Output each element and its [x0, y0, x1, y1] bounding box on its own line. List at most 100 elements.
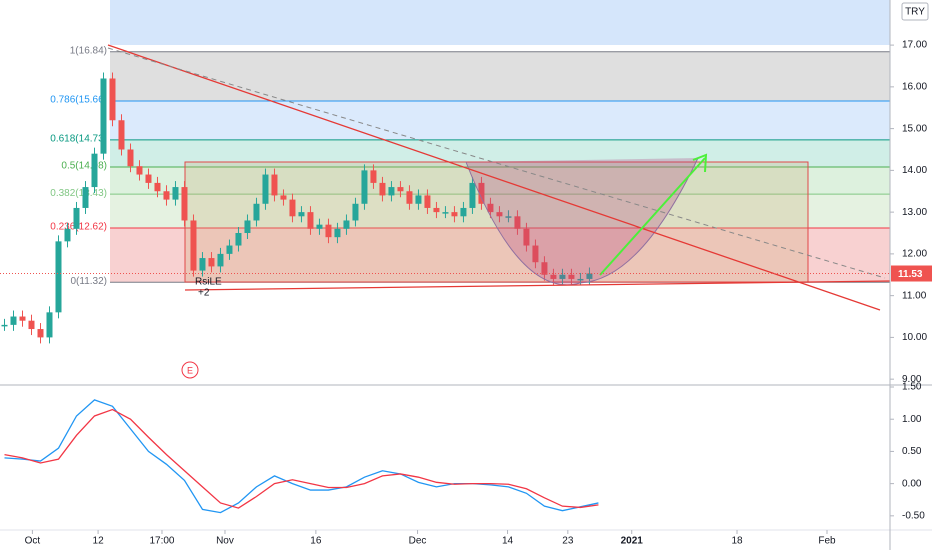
- x-tick-label: Nov: [216, 536, 234, 547]
- fib-band: [110, 101, 890, 140]
- fib-label: 0.5(14.08): [61, 161, 107, 172]
- candle: [244, 220, 251, 234]
- candle: [505, 216, 512, 218]
- y-tick-label: 10.00: [902, 332, 927, 343]
- candle: [154, 182, 161, 192]
- candle: [1, 324, 8, 327]
- candle: [514, 216, 521, 229]
- fib-label: 0(11.32): [70, 276, 107, 287]
- candle: [307, 212, 314, 229]
- annotation: E: [187, 365, 193, 375]
- x-tick-label: 17:00: [149, 536, 174, 547]
- macd-line: [4, 399, 599, 514]
- arrow-head: [692, 153, 708, 173]
- candle: [190, 220, 197, 271]
- fib-label: 0.786(15.66): [50, 95, 107, 106]
- y-tick-label: 12.00: [902, 249, 927, 260]
- candle: [460, 207, 467, 217]
- candle: [217, 253, 224, 267]
- candle: [262, 174, 269, 204]
- candle: [199, 258, 206, 271]
- y-tick-label: 14.00: [902, 165, 927, 176]
- x-tick-label: Oct: [25, 536, 41, 547]
- fib-band: [110, 194, 890, 228]
- macd-y-tick-label: 1.50: [902, 382, 922, 393]
- macd-pane: 1.50 1.00 0.50 0.00 -0.50: [4, 382, 925, 521]
- candle: [298, 212, 305, 217]
- candle: [37, 329, 44, 338]
- currency-box: [901, 2, 929, 21]
- y-tick-label: 15.00: [902, 123, 927, 134]
- x-tick-label: 2021: [621, 536, 644, 547]
- candle: [280, 195, 287, 200]
- candle: [271, 174, 278, 196]
- candle: [388, 187, 395, 196]
- candle: [289, 199, 296, 217]
- y-tick-label: 16.00: [902, 81, 927, 92]
- event-marker[interactable]: [181, 361, 199, 379]
- candle: [226, 245, 233, 254]
- cup-shape: [465, 157, 699, 286]
- candle: [172, 187, 179, 200]
- candle: [181, 187, 188, 221]
- candle: [442, 212, 449, 214]
- candle: [136, 166, 143, 175]
- candle: [415, 195, 422, 204]
- dashed-trend: [107, 47, 886, 279]
- x-tick-label: 12: [93, 536, 105, 547]
- last-price: 11.53: [898, 269, 923, 280]
- candle: [343, 220, 350, 229]
- candle: [559, 274, 566, 279]
- candle: [163, 191, 170, 200]
- fib-label: 0.382(13.43): [50, 188, 107, 199]
- candle: [577, 278, 584, 281]
- fib-top-band: [110, 0, 890, 45]
- candle: [208, 258, 215, 267]
- x-tick-label: Feb: [818, 536, 836, 547]
- candle: [46, 312, 53, 338]
- y-tick-label: 9.00: [902, 374, 922, 385]
- support-line: [184, 280, 891, 291]
- candle: [100, 78, 107, 154]
- candle: [361, 170, 368, 204]
- candle: [496, 212, 503, 217]
- candle: [10, 316, 17, 325]
- candle: [523, 228, 530, 246]
- y-tick-label: 13.00: [902, 207, 927, 218]
- candle: [487, 203, 494, 213]
- last-price-box: [891, 265, 932, 282]
- candle: [424, 195, 431, 208]
- candle: [73, 207, 80, 229]
- candle: [127, 149, 134, 167]
- annotation: +2: [198, 288, 210, 299]
- x-tick-label: 16: [310, 536, 322, 547]
- candle: [532, 245, 539, 263]
- axes: 9.00 10.00 11.00 12.00 13.00 14.00 15.00 16.00 1…: [0, 40, 932, 547]
- fib-band: [110, 167, 890, 195]
- candle: [451, 212, 458, 217]
- candle: [325, 224, 332, 238]
- x-tick-label: 23: [562, 536, 574, 547]
- fib-label: 1(16.84): [70, 45, 107, 56]
- y-tick-label: 11.00: [902, 290, 927, 301]
- candle: [469, 182, 476, 208]
- candle: [55, 241, 62, 313]
- macd-y-tick-label: 0.50: [902, 446, 922, 457]
- candle: [541, 262, 548, 275]
- fib-band: [110, 51, 890, 102]
- candle: [397, 187, 404, 192]
- x-tick-label: 14: [502, 536, 514, 547]
- candle: [406, 191, 413, 204]
- currency: TRY: [905, 7, 925, 18]
- candle: [478, 182, 485, 204]
- macd-y-tick-label: 1.00: [902, 414, 922, 425]
- candle: [19, 316, 26, 321]
- candle: [235, 233, 242, 246]
- candle: [118, 120, 125, 150]
- candle: [64, 228, 71, 242]
- candle: [316, 224, 323, 229]
- fib-band: [110, 139, 890, 168]
- channel-box: [184, 161, 809, 283]
- arrow: [599, 157, 706, 276]
